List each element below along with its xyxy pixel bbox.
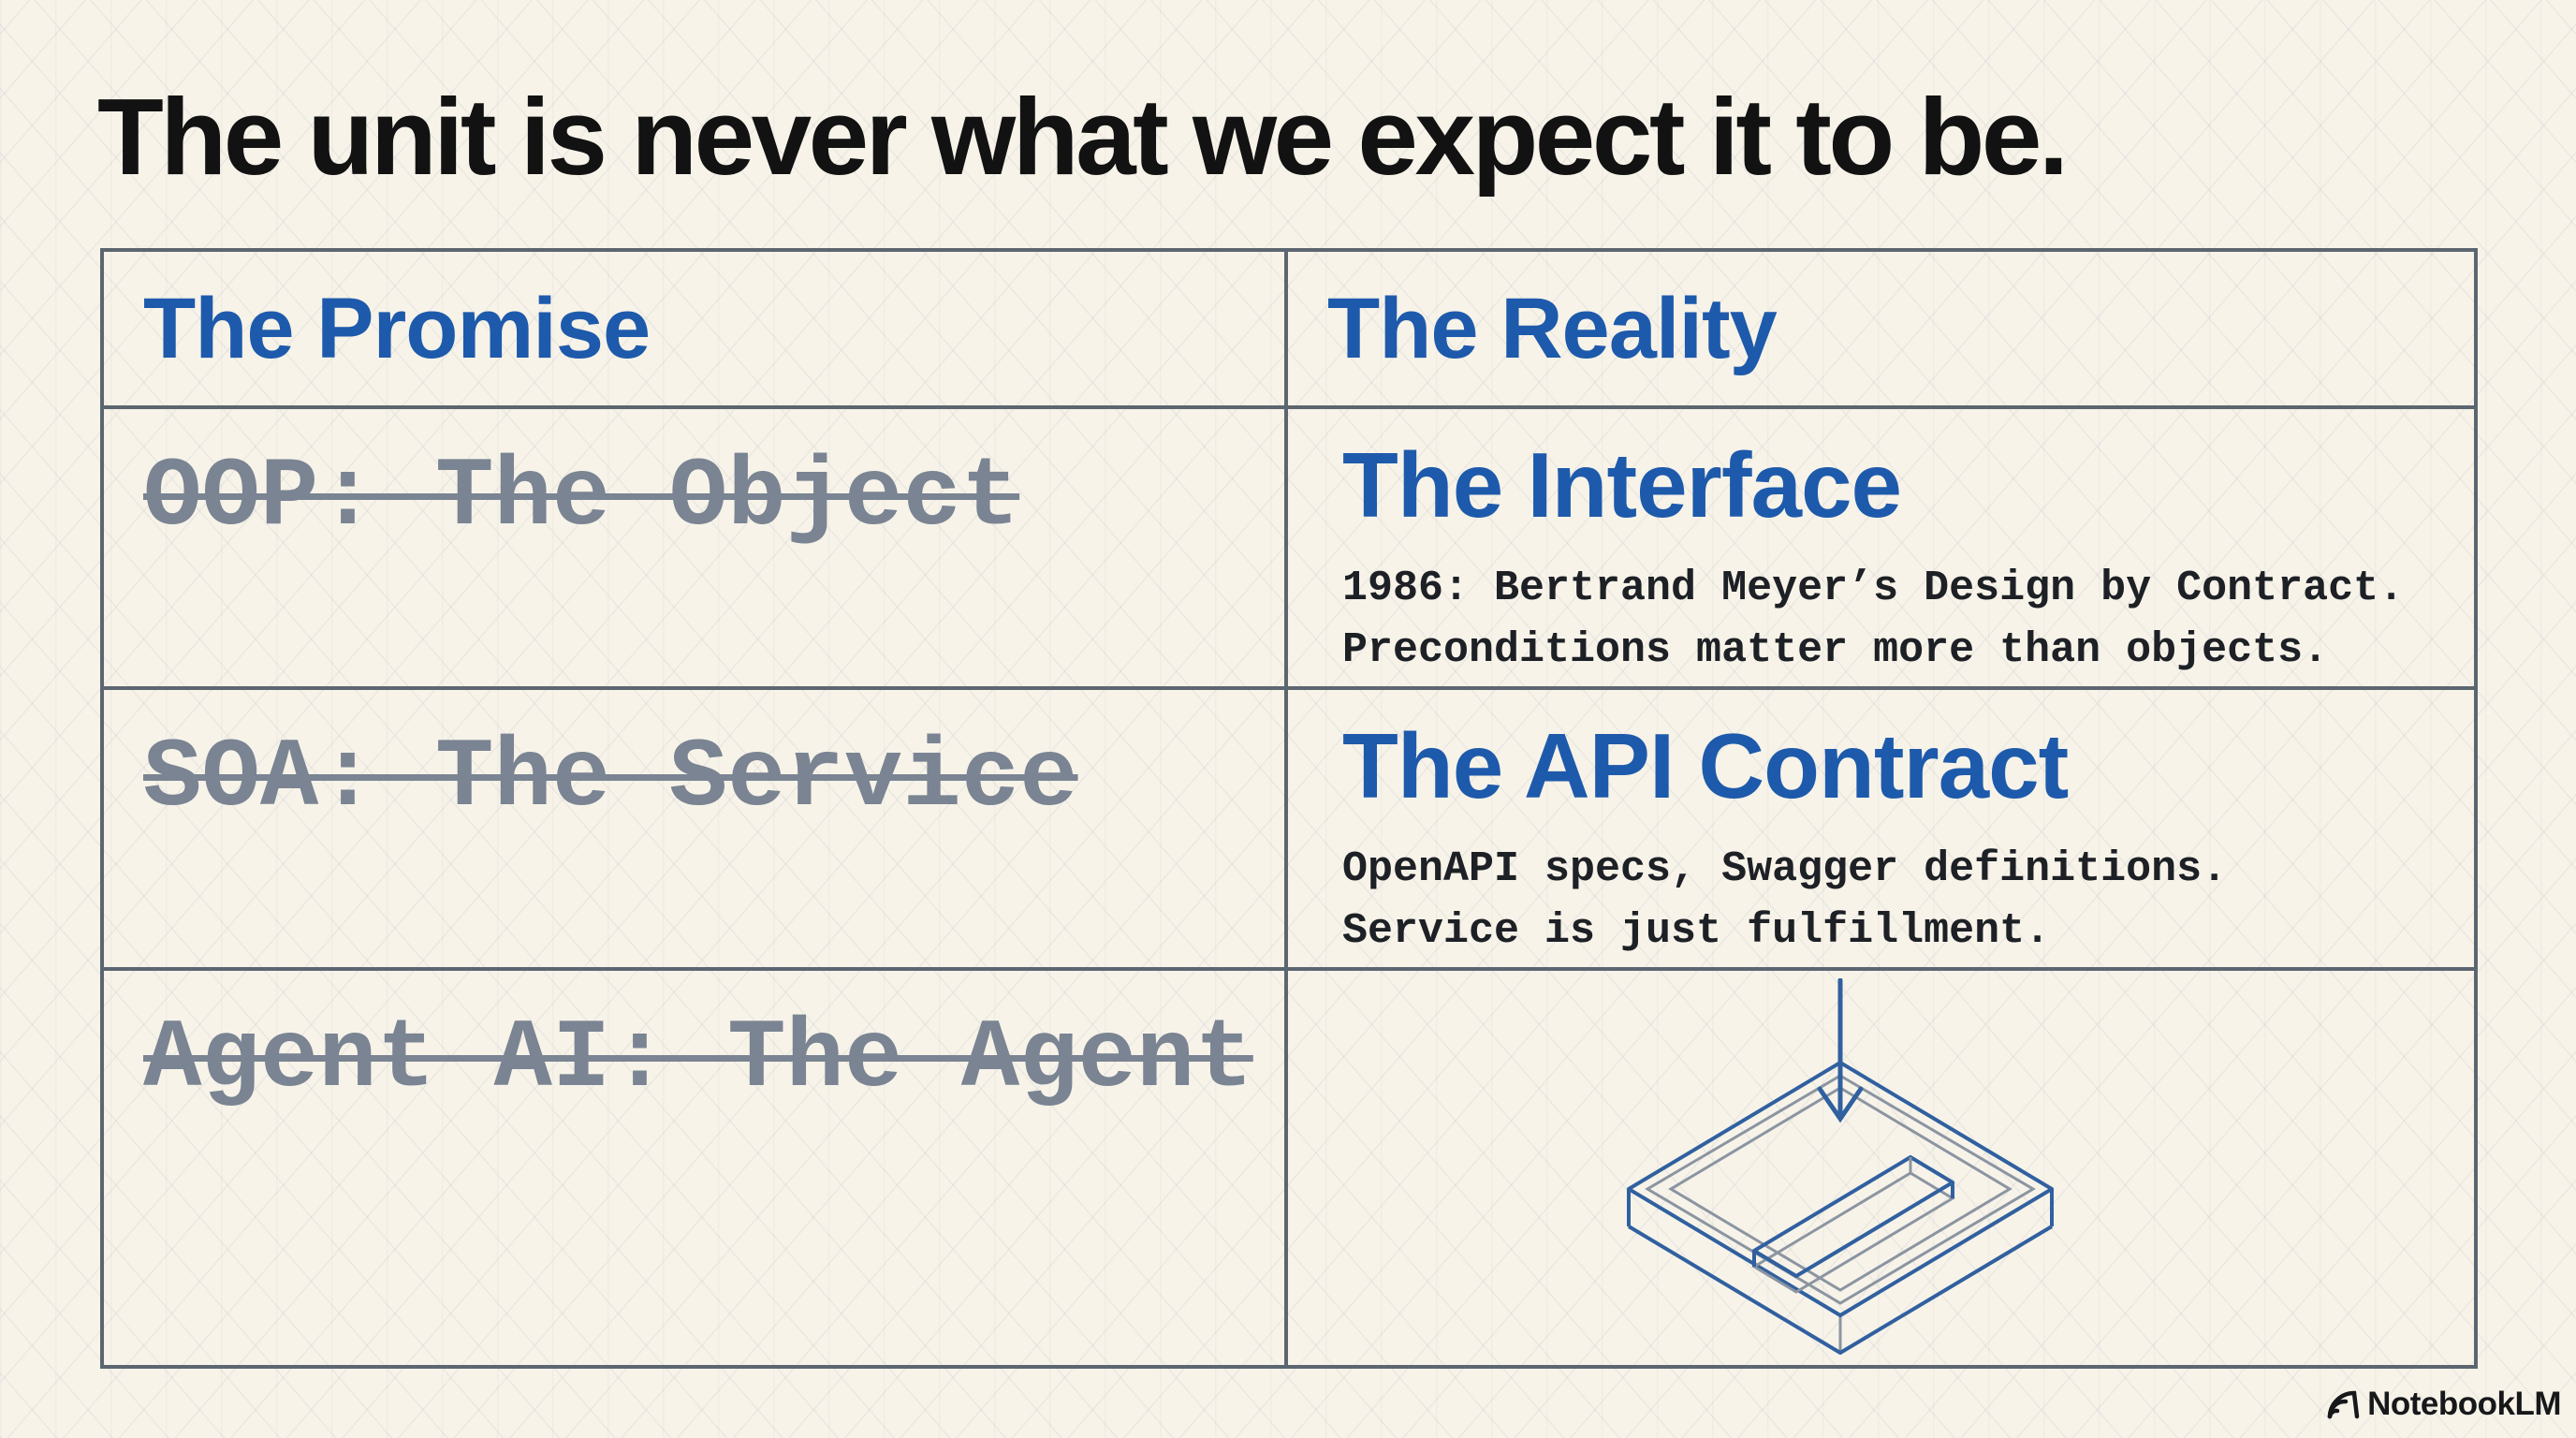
- header-cell-reality: The Reality: [1288, 252, 2474, 409]
- reality-cell-api-contract: The API Contract OpenAPI specs, Swagger …: [1288, 690, 2474, 971]
- strikethrough-text: SOA: The Service: [143, 724, 1078, 834]
- promise-cell-agent-ai: Agent AI: The Agent: [104, 971, 1288, 1365]
- reality-body: 1986: Bertrand Meyer’s Design by Contrac…: [1342, 558, 2437, 682]
- reality-body-line: 1986: Bertrand Meyer’s Design by Contrac…: [1342, 564, 2405, 612]
- isometric-tray-illustration: [1627, 978, 2054, 1355]
- reality-cell-interface: The Interface 1986: Bertrand Meyer’s Des…: [1288, 409, 2474, 690]
- reality-body: OpenAPI specs, Swagger definitions. Serv…: [1342, 839, 2437, 963]
- tray-slot: [1751, 1155, 1955, 1294]
- header-cell-promise: The Promise: [104, 252, 1288, 409]
- promise-cell-oop: OOP: The Object: [104, 409, 1288, 690]
- strikethrough-text: Agent AI: The Agent: [143, 1005, 1253, 1115]
- reality-header-label: The Reality: [1327, 280, 1778, 376]
- reality-heading: The API Contract: [1342, 714, 2069, 817]
- page-title: The unit is never what we expect it to b…: [97, 76, 2069, 198]
- reality-body-line: Service is just fulfillment.: [1342, 907, 2051, 956]
- comparison-table: The Promise The Reality OOP: The Object …: [100, 248, 2478, 1369]
- reality-heading: The Interface: [1342, 433, 1902, 536]
- notebooklm-logo-text: NotebookLM: [2367, 1386, 2561, 1422]
- tray-outline: [1627, 1061, 2054, 1355]
- strikethrough-text: OOP: The Object: [143, 443, 1020, 553]
- down-arrow-icon: [1817, 978, 1864, 1123]
- notebooklm-logo-icon: [2327, 1390, 2360, 1419]
- promise-header-label: The Promise: [143, 280, 651, 376]
- notebooklm-logo: NotebookLM: [2323, 1386, 2561, 1423]
- reality-cell-illustration: [1288, 971, 2474, 1365]
- reality-body-line: OpenAPI specs, Swagger definitions.: [1342, 844, 2228, 893]
- tray-inner-rim: [1645, 1074, 2036, 1353]
- reality-body-line: Preconditions matter more than objects.: [1342, 626, 2329, 675]
- promise-cell-soa: SOA: The Service: [104, 690, 1288, 971]
